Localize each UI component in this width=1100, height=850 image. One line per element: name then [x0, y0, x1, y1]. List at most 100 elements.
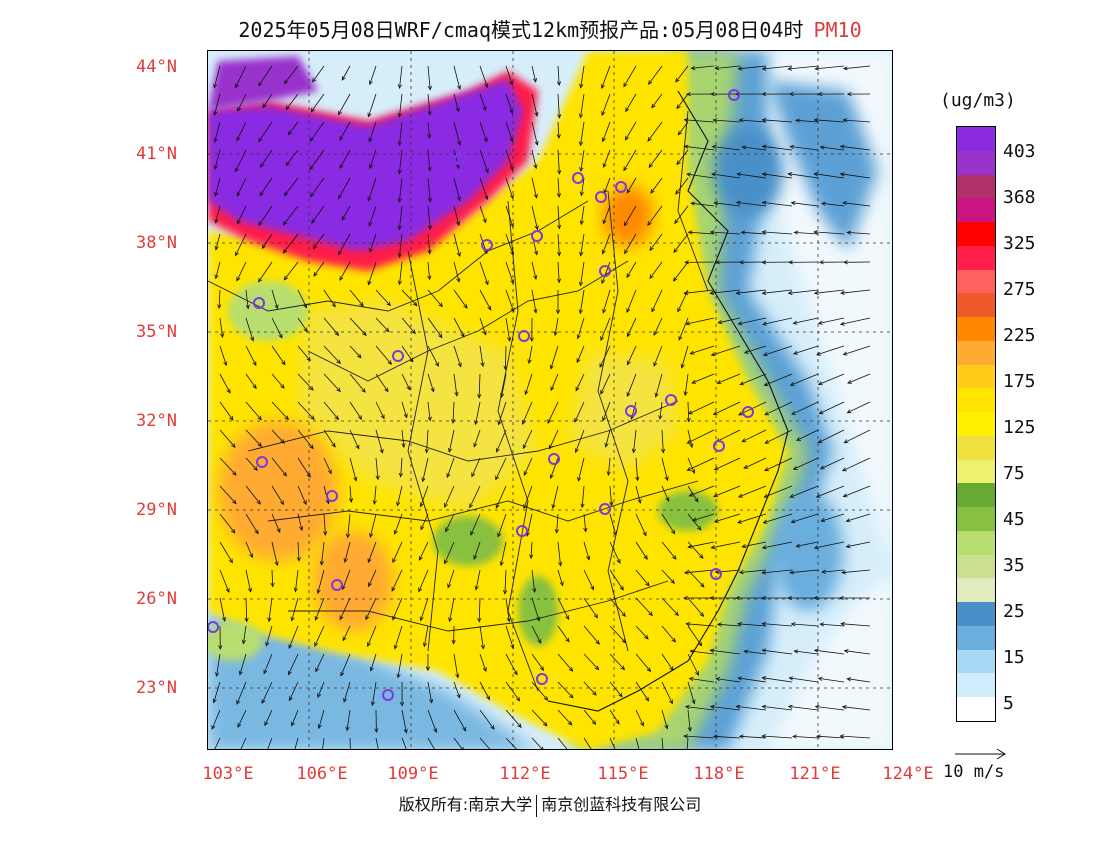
wind-arrow-head	[793, 350, 798, 355]
wind-arrow-head	[529, 337, 534, 343]
wind-arrow-head	[763, 382, 769, 386]
legend-swatch	[957, 150, 995, 175]
wind-arrow-head	[261, 699, 266, 705]
wind-arrow-head	[556, 278, 562, 284]
wind-arrow	[716, 678, 741, 683]
wind-scale-arrow	[955, 748, 1006, 760]
wind-arrow-head	[687, 230, 693, 235]
wind-arrow-head	[283, 79, 289, 85]
wind-arrow	[716, 429, 741, 443]
wind-arrow	[661, 429, 664, 453]
wind-arrow-head	[495, 447, 500, 453]
wind-arrow-head	[522, 444, 527, 450]
wind-arrow-head	[615, 719, 620, 725]
wind-arrow-head	[433, 728, 438, 734]
wind-arrow	[219, 317, 223, 338]
wind-arrow-head	[846, 409, 852, 414]
wind-arrow	[420, 513, 429, 530]
wind-arrow-head	[653, 330, 658, 336]
wind-arrow	[444, 485, 455, 508]
wind-arrow-head	[232, 471, 237, 476]
wind-arrow	[236, 121, 247, 141]
wind-arrow	[258, 121, 273, 142]
wind-arrow	[505, 177, 514, 199]
wind-arrow	[840, 289, 871, 294]
legend-level: 5	[1003, 693, 1014, 714]
wind-arrow	[711, 173, 741, 179]
wind-arrow-head	[842, 66, 848, 71]
wind-arrow-head	[510, 644, 515, 650]
wind-arrow-head	[557, 169, 562, 175]
wind-arrow-head	[601, 137, 606, 143]
wind-arrow-head	[515, 696, 521, 702]
wind-arrow	[528, 345, 533, 364]
wind-arrow	[479, 625, 484, 649]
wind-arrow	[310, 93, 325, 113]
wind-arrow	[583, 737, 592, 749]
wind-arrow-head	[817, 320, 823, 325]
wind-arrow-head	[287, 130, 292, 136]
wind-arrow	[297, 401, 315, 420]
wind-arrow	[245, 345, 257, 366]
wind-arrow	[557, 737, 568, 749]
wind-arrow-head	[761, 117, 767, 123]
wind-arrow-head	[660, 448, 666, 454]
wind-arrow-head	[602, 416, 607, 422]
wind-arrow-head	[640, 721, 644, 727]
lon-label: 124°E	[882, 764, 934, 784]
wind-arrow-head	[658, 415, 663, 420]
wind-arrow-head	[694, 497, 699, 503]
wind-arrow-head	[309, 444, 314, 450]
wind-arrow	[347, 513, 351, 538]
wind-arrow-head	[447, 583, 452, 589]
wind-arrow-head	[427, 110, 432, 116]
lat-label: 26°N	[136, 589, 177, 609]
wind-arrow	[531, 681, 548, 701]
wind-scale-label: 10 m/s	[943, 762, 1005, 782]
wind-arrow-head	[314, 615, 319, 621]
wind-arrow	[496, 429, 507, 453]
wind-arrow	[531, 93, 538, 117]
wind-arrow-head	[331, 302, 336, 308]
wind-arrow	[635, 513, 647, 536]
wind-arrow-head	[316, 589, 321, 595]
wind-arrow	[315, 653, 325, 672]
wind-arrow	[581, 485, 585, 508]
wind-arrow	[625, 93, 637, 112]
wind-arrow-head	[817, 439, 823, 444]
wind-arrow	[505, 65, 513, 85]
wind-arrow	[258, 65, 273, 86]
wind-arrow	[245, 401, 262, 421]
legend-swatch	[957, 530, 995, 555]
wind-arrow-head	[595, 640, 600, 645]
wind-arrow	[710, 649, 741, 655]
wind-arrow-head	[434, 362, 439, 367]
wind-arrow-head	[818, 410, 824, 415]
wind-arrow-head	[343, 697, 348, 703]
wind-arrow-head	[454, 391, 459, 397]
wind-arrow-head	[231, 443, 236, 448]
map-canvas	[208, 51, 892, 749]
wind-arrow	[245, 485, 261, 505]
wind-arrow-head	[842, 201, 847, 206]
wind-arrow-head	[534, 112, 539, 117]
wind-arrow	[297, 541, 300, 561]
wind-arrow	[479, 737, 491, 749]
wind-arrow	[420, 485, 429, 507]
wind-arrow-head	[578, 113, 584, 119]
wind-arrow	[398, 177, 403, 202]
wind-arrow-head	[579, 167, 584, 172]
wind-arrow-head	[421, 477, 426, 483]
wind-arrow-head	[258, 221, 263, 227]
wind-arrow-head	[396, 673, 401, 679]
wind-arrow-head	[689, 350, 695, 355]
wind-arrow-head	[506, 617, 511, 623]
wind-arrow-head	[482, 330, 487, 336]
wind-arrow	[600, 373, 611, 395]
wind-arrow	[814, 119, 845, 123]
wind-arrow	[690, 650, 715, 655]
wind-arrow-head	[419, 616, 424, 622]
wind-arrow	[557, 653, 573, 672]
wind-arrow-head	[482, 218, 487, 224]
lon-label: 115°E	[597, 764, 649, 784]
